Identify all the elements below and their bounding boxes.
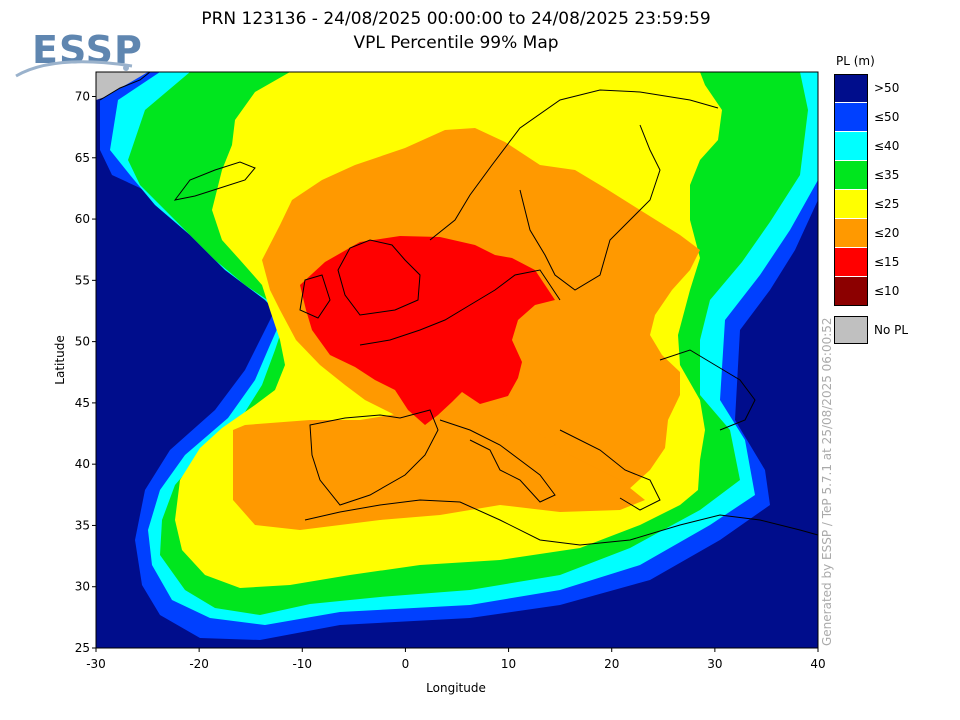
legend-swatch bbox=[834, 103, 868, 131]
x-tick-label: 30 bbox=[707, 657, 722, 671]
x-tick-label: -10 bbox=[292, 657, 312, 671]
map-subtitle: VPL Percentile 99% Map bbox=[353, 33, 559, 53]
legend-swatch bbox=[834, 248, 868, 276]
coast-scandinavia bbox=[429, 89, 719, 241]
legend-label: ≤25 bbox=[874, 197, 900, 211]
y-axis: 25 30 35 40 45 50 55 60 65 70 bbox=[75, 90, 96, 655]
logo-swoosh-icon bbox=[15, 60, 133, 78]
y-tick-label: 65 bbox=[75, 151, 90, 165]
pl-region-le20-south bbox=[233, 400, 645, 530]
coast-britain bbox=[337, 239, 421, 316]
coast-baltic bbox=[519, 124, 661, 291]
legend-item: ≤15 bbox=[834, 248, 954, 277]
x-tick-label: -30 bbox=[86, 657, 106, 671]
legend-label: ≤20 bbox=[874, 226, 900, 240]
x-tick-label: 0 bbox=[402, 657, 410, 671]
pl-legend: PL (m) >50 ≤50 ≤40 ≤35 ≤25 ≤20 ≤15 ≤10 No PL bbox=[834, 52, 954, 372]
legend-item: ≤40 bbox=[834, 132, 954, 161]
legend-label: ≤35 bbox=[874, 168, 900, 182]
legend-swatch bbox=[834, 161, 868, 189]
coast-black-sea bbox=[659, 349, 756, 431]
y-tick-label: 30 bbox=[75, 580, 90, 594]
legend-swatch-no-pl bbox=[834, 316, 868, 344]
essp-logo: ESSP bbox=[14, 14, 142, 84]
legend-item: ≤25 bbox=[834, 190, 954, 219]
legend-label: ≤40 bbox=[874, 139, 900, 153]
y-tick-label: 50 bbox=[75, 335, 90, 349]
legend-item: ≤35 bbox=[834, 161, 954, 190]
y-tick-label: 45 bbox=[75, 396, 90, 410]
coastlines bbox=[99, 72, 818, 546]
y-tick-label: 35 bbox=[75, 518, 90, 532]
x-axis-title: Longitude bbox=[426, 681, 486, 695]
x-tick-label: 40 bbox=[810, 657, 825, 671]
legend-item: ≤10 bbox=[834, 277, 954, 306]
pl-region-le15 bbox=[300, 236, 555, 425]
x-tick-label: 10 bbox=[501, 657, 516, 671]
generated-note: Generated by ESSP / TeP 5.7.1 at 25/08/2… bbox=[820, 317, 834, 646]
legend-title: PL (m) bbox=[836, 54, 875, 68]
plot-frame bbox=[95, 71, 819, 649]
y-tick-label: 25 bbox=[75, 641, 90, 655]
legend-swatch bbox=[834, 219, 868, 247]
legend-label: >50 bbox=[874, 81, 900, 95]
y-tick-label: 55 bbox=[75, 273, 90, 287]
no-pl-region bbox=[96, 72, 148, 100]
legend-item-no-pl: No PL bbox=[834, 316, 954, 345]
coast-ireland bbox=[299, 274, 331, 319]
coast-iberia bbox=[309, 409, 439, 506]
coast-iceland bbox=[173, 161, 256, 201]
x-tick-label: 20 bbox=[604, 657, 619, 671]
legend-swatch bbox=[834, 277, 868, 305]
x-axis: -30 -20 -10 0 10 20 30 40 bbox=[86, 648, 826, 671]
coast-greenland bbox=[99, 72, 151, 101]
coast-north-sea bbox=[359, 269, 561, 346]
y-tick-label: 70 bbox=[75, 90, 90, 104]
y-tick-label: 60 bbox=[75, 212, 90, 226]
y-tick-label: 40 bbox=[75, 457, 90, 471]
legend-item: ≤50 bbox=[834, 103, 954, 132]
coast-north-africa bbox=[304, 499, 818, 546]
legend-label: ≤10 bbox=[874, 284, 900, 298]
legend-item: >50 bbox=[834, 74, 954, 103]
coast-italy bbox=[439, 419, 556, 503]
legend-label-no-pl: No PL bbox=[874, 323, 909, 337]
legend-swatch bbox=[834, 74, 868, 102]
x-tick-label: -20 bbox=[189, 657, 209, 671]
legend-swatch bbox=[834, 190, 868, 218]
y-axis-title: Latitude bbox=[53, 335, 67, 384]
legend-label: ≤15 bbox=[874, 255, 900, 269]
pl-contour-layers bbox=[96, 72, 818, 648]
legend-label: ≤50 bbox=[874, 110, 900, 124]
legend-swatch bbox=[834, 132, 868, 160]
coast-balkans bbox=[559, 429, 661, 511]
map-title: PRN 123136 - 24/08/2025 00:00:00 to 24/0… bbox=[201, 9, 711, 29]
legend-item: ≤20 bbox=[834, 219, 954, 248]
